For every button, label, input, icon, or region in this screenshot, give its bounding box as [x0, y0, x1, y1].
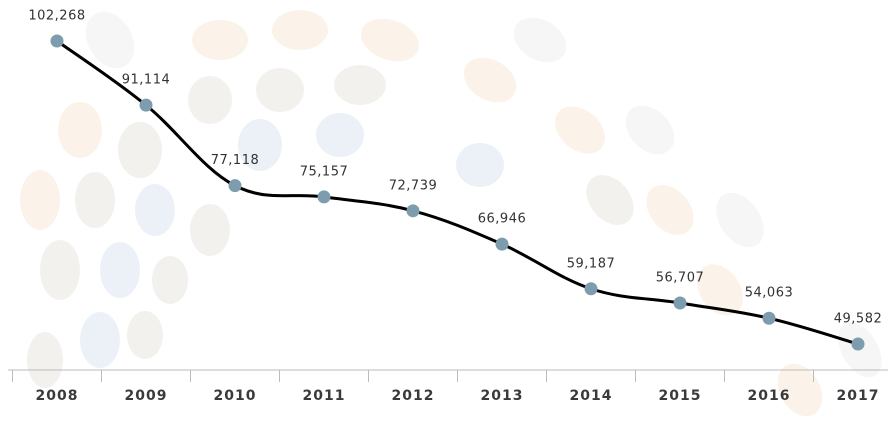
x-tick-label: 2009	[125, 388, 168, 404]
x-tick-label: 2011	[303, 388, 346, 404]
data-label: 72,739	[389, 178, 438, 193]
data-point	[762, 311, 776, 325]
data-label: 66,946	[478, 212, 527, 227]
data-label: 56,707	[656, 271, 705, 286]
data-label: 102,268	[28, 9, 85, 24]
x-tick-label: 2008	[36, 388, 79, 404]
data-label: 49,582	[834, 312, 883, 327]
data-label: 77,118	[211, 153, 260, 168]
x-tick-label: 2013	[481, 388, 524, 404]
data-label: 59,187	[567, 256, 616, 271]
data-label: 54,063	[745, 286, 794, 301]
line	[56, 39, 859, 346]
data-point	[406, 204, 420, 218]
data-point	[317, 190, 331, 204]
background-pattern	[20, 10, 882, 417]
x-tick-label: 2015	[659, 388, 702, 404]
data-label: 91,114	[122, 73, 171, 88]
data-point	[228, 179, 242, 193]
data-point	[50, 34, 64, 48]
x-tick-label: 2017	[837, 388, 880, 404]
x-tick-label: 2016	[748, 388, 791, 404]
x-tick-label: 2014	[570, 388, 613, 404]
data-point	[673, 296, 687, 310]
data-label: 75,157	[300, 164, 349, 179]
x-tick-label: 2012	[392, 388, 435, 404]
data-point	[495, 237, 509, 251]
data-point	[584, 282, 598, 296]
data-point	[139, 98, 153, 112]
data-point	[851, 337, 865, 351]
x-tick-label: 2010	[214, 388, 257, 404]
